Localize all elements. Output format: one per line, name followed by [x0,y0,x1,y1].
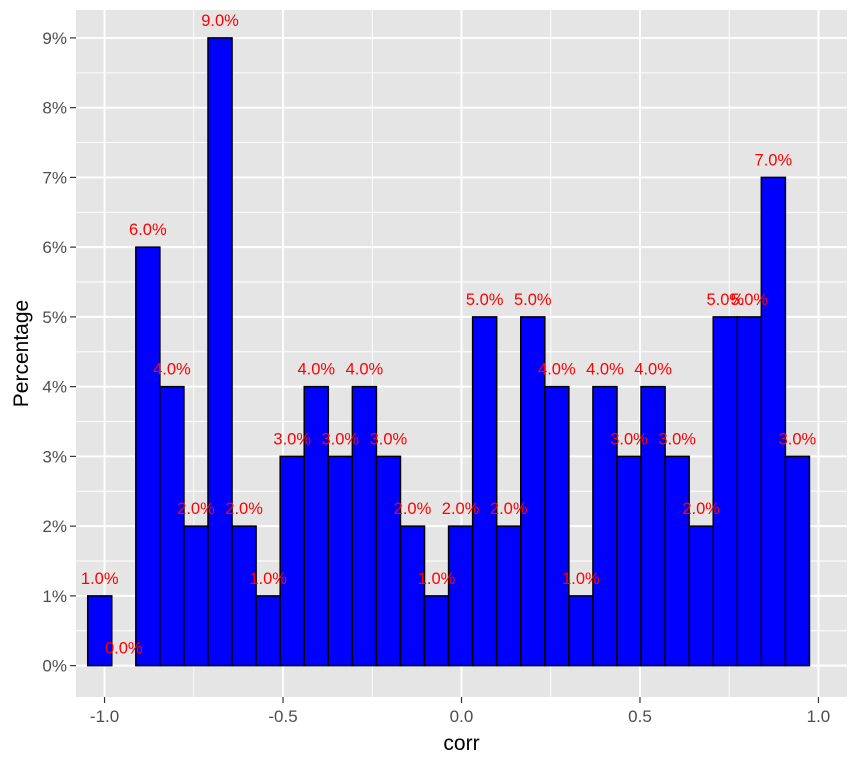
bar-value-label: 4.0% [538,361,576,379]
bar-value-label: 3.0% [370,430,408,448]
histogram-bar [736,316,763,667]
bar-value-label: 5.0% [730,291,768,309]
y-tick-label: 0% [42,657,67,676]
y-axis: 0% 1% 2% 3% 4% 5% 6% 7% 8% 9% [42,29,76,676]
data-labels: 1.0% 0.0% 6.0% 4.0% 2.0% 9.0% 2.0% 1.0% 3.0% 4.0%… [81,12,817,658]
histogram-bar [279,455,305,667]
histogram-bar [183,525,209,667]
bar-value-label: 2.0% [682,500,720,518]
y-axis-title: Percentage [10,300,33,407]
histogram-bar [375,455,402,667]
histogram-bar [495,525,522,667]
bar-value-label: 2.0% [442,500,480,518]
bar-value-label: 1.0% [562,570,600,588]
histogram-bar [447,525,474,667]
bar-value-label: 7.0% [755,151,793,169]
y-tick-label: 1% [42,587,67,606]
bar-value-label: 1.0% [249,570,287,588]
y-tick-label: 2% [42,517,67,536]
histogram-bar [592,385,618,667]
x-tick-label: -1.0 [90,707,119,726]
y-tick-label: 9% [42,29,67,48]
bar-value-label: 1.0% [418,570,456,588]
bar-value-label: 3.0% [610,430,648,448]
bar-value-label: 1.0% [81,570,119,588]
histogram-bar [399,525,426,667]
histogram-bar [207,37,233,667]
histogram-bar [471,316,498,667]
histogram-bar [86,595,113,667]
y-tick-label: 6% [42,238,67,257]
y-tick-label: 4% [42,378,67,397]
bar-value-label: 6.0% [129,221,167,239]
histogram-bar [712,316,739,667]
bar-value-label: 4.0% [634,361,672,379]
bar-value-label: 4.0% [346,361,384,379]
y-tick-label: 8% [42,99,67,118]
bar-value-label: 4.0% [153,361,191,379]
bar-value-label: 4.0% [586,361,624,379]
bar-value-label: 9.0% [201,12,239,30]
bars [86,37,811,667]
bar-value-label: 0.0% [105,640,143,658]
histogram-bar [135,246,161,667]
histogram-bar [303,385,330,667]
histogram-bar [327,455,354,667]
bar-value-label: 3.0% [658,430,696,448]
histogram-bar [544,385,570,667]
histogram-bar [616,455,642,667]
x-tick-label: 0.0 [450,707,474,726]
x-axis: -1.0 -0.5 0.0 0.5 1.0 [90,697,830,726]
histogram-bar [784,455,811,667]
bar-value-label: 5.0% [514,291,552,309]
bar-value-label: 3.0% [273,430,311,448]
histogram-bar [351,385,378,667]
bar-value-label: 2.0% [177,500,215,518]
bar-value-label: 5.0% [706,291,744,309]
bar-value-label: 2.0% [394,500,432,518]
y-tick-label: 5% [42,308,67,327]
x-tick-label: -0.5 [268,707,297,726]
x-axis-title: corr [443,732,479,755]
bar-value-label: 2.0% [490,500,528,518]
bar-value-label: 3.0% [322,430,360,448]
x-tick-label: 0.5 [628,707,652,726]
histogram-bar [640,385,666,667]
bar-value-label: 3.0% [779,430,817,448]
histogram-bar [688,525,714,667]
bar-value-label: 2.0% [225,500,263,518]
y-tick-label: 3% [42,447,67,466]
bar-value-label: 5.0% [466,291,504,309]
histogram-bar [520,316,546,667]
x-tick-label: 1.0 [807,707,831,726]
histogram-bar [664,455,690,667]
histogram-bar [231,525,257,667]
histogram-bar [760,176,787,667]
y-tick-label: 7% [42,168,67,187]
histogram-bar [255,595,281,667]
histogram-bar [159,385,185,667]
bar-value-label: 4.0% [297,361,335,379]
histogram-bar [568,595,594,667]
histogram-bar [423,595,450,667]
